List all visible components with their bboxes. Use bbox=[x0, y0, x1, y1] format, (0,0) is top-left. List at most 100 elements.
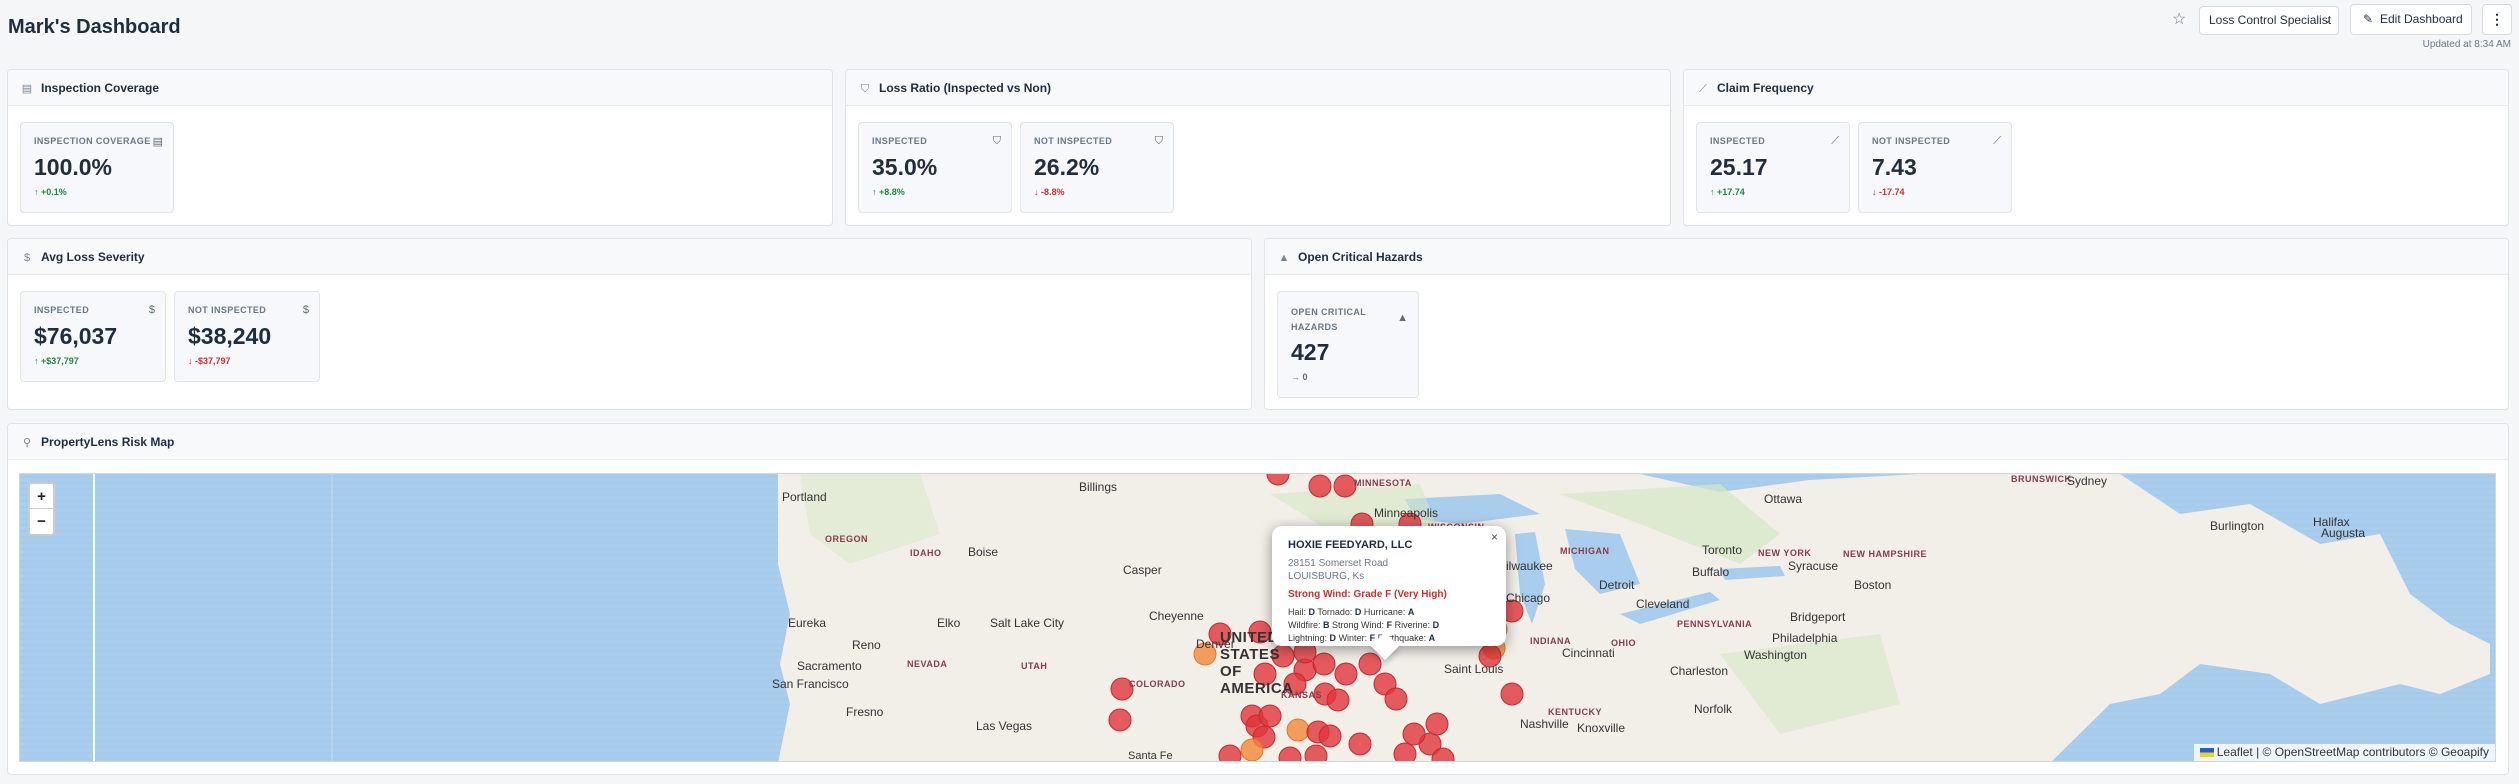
state-label: BRUNSWICK bbox=[2011, 474, 2072, 484]
risk-marker[interactable] bbox=[1286, 718, 1310, 742]
peril-label: Hail: bbox=[1288, 607, 1309, 617]
card-header: ▲ Open Critical Hazards bbox=[1265, 239, 2508, 275]
map-pin-icon: ⚲ bbox=[22, 437, 32, 449]
role-select[interactable]: Loss Control Specialist ⌄ bbox=[2199, 6, 2339, 35]
metric-label: INSPECTED bbox=[34, 305, 90, 315]
city-label: Buffalo bbox=[1692, 565, 1730, 579]
green-region-west bbox=[800, 474, 940, 564]
metric-delta: ↓ -8.8% bbox=[1034, 187, 1065, 197]
metric-tile[interactable]: INSPECTION COVERAGE ▤ 100.0% ↑ +0.1% bbox=[20, 122, 174, 213]
green-region-southeast bbox=[1720, 634, 1900, 734]
metric-label: NOT INSPECTED bbox=[188, 305, 267, 315]
city-label: Syracuse bbox=[1788, 559, 1839, 573]
inspection-coverage-card: ▤ Inspection Coverage INSPECTION COVERAGE… bbox=[7, 69, 833, 226]
risk-marker[interactable] bbox=[1253, 662, 1277, 686]
metric-label-line2: HAZARDS bbox=[1291, 322, 1338, 332]
card-title: Inspection Coverage bbox=[41, 81, 160, 95]
role-select-value: Loss Control Specialist bbox=[2209, 13, 2332, 27]
metric-value: 427 bbox=[1291, 339, 1330, 365]
risk-marker[interactable] bbox=[1312, 652, 1336, 676]
edit-icon: ✎ bbox=[2363, 12, 2374, 26]
risk-marker[interactable] bbox=[1193, 642, 1217, 666]
metric-tile[interactable]: OPEN CRITICAL HAZARDS ▲ 427 → 0 bbox=[1277, 291, 1419, 398]
zoom-out-button[interactable]: − bbox=[37, 513, 46, 530]
metric-label-line1: OPEN CRITICAL bbox=[1291, 307, 1367, 317]
risk-marker[interactable] bbox=[1110, 677, 1134, 701]
peril-grade: D bbox=[1308, 607, 1316, 617]
edit-dashboard-label: Edit Dashboard bbox=[2380, 12, 2463, 26]
city-label: Elko bbox=[937, 616, 961, 630]
popup-peril-row: Wildfire: B Strong Wind: F Riverine: D bbox=[1288, 619, 1490, 632]
city-label: Chicago bbox=[1506, 591, 1551, 605]
risk-marker[interactable] bbox=[1393, 742, 1417, 762]
state-label: OHIO bbox=[1611, 638, 1637, 648]
risk-marker[interactable] bbox=[1384, 687, 1408, 711]
metric-label: OPEN CRITICAL HAZARDS bbox=[1291, 305, 1366, 335]
metric-tile[interactable]: INSPECTED $ $76,037 ↑ +$37,797 bbox=[20, 291, 166, 382]
risk-marker[interactable] bbox=[1425, 712, 1449, 736]
metric-value: 7.43 bbox=[1872, 154, 1917, 180]
state-label: KENTUCKY bbox=[1548, 707, 1603, 717]
metric-label: NOT INSPECTED bbox=[1034, 136, 1113, 146]
risk-marker[interactable] bbox=[1348, 732, 1372, 756]
card-header: $ Avg Loss Severity bbox=[8, 239, 1251, 275]
risk-marker[interactable] bbox=[1308, 474, 1332, 498]
metric-delta: ↓ -17.74 bbox=[1872, 187, 1905, 197]
card-title: Loss Ratio (Inspected vs Non) bbox=[879, 81, 1052, 95]
property-popup: × HOXIE FEEDYARD, LLC 28151 Somerset Roa… bbox=[1272, 526, 1506, 661]
city-label: Knoxville bbox=[1577, 721, 1626, 735]
favorite-star-icon[interactable]: ☆ bbox=[2172, 11, 2187, 28]
risk-marker[interactable] bbox=[1304, 744, 1328, 762]
risk-marker[interactable] bbox=[1333, 474, 1357, 498]
city-label: Philadelphia bbox=[1772, 631, 1838, 645]
risk-marker[interactable] bbox=[1278, 746, 1302, 762]
more-options-button[interactable]: ⋮ bbox=[2482, 4, 2512, 35]
metric-tile[interactable]: INSPECTED ⛉ 35.0% ↑ +8.8% bbox=[858, 122, 1012, 213]
state-label: NEW YORK bbox=[1758, 548, 1812, 558]
lake-ontario bbox=[1720, 566, 1785, 580]
lake-huron bbox=[1565, 529, 1640, 594]
risk-marker[interactable] bbox=[1208, 622, 1232, 646]
risk-marker[interactable] bbox=[1326, 688, 1350, 712]
risk-marker[interactable] bbox=[1500, 682, 1524, 706]
popup-address: 28151 Somerset Road LOUISBURG, Ks bbox=[1288, 557, 1490, 583]
metric-label: NOT INSPECTED bbox=[1872, 136, 1951, 146]
risk-marker[interactable] bbox=[1402, 722, 1426, 746]
peril-label: Winter: bbox=[1338, 633, 1370, 643]
map-canvas[interactable] bbox=[20, 474, 2496, 762]
metric-tile[interactable]: NOT INSPECTED ⟋ 7.43 ↓ -17.74 bbox=[1858, 122, 2012, 213]
risk-marker[interactable] bbox=[1240, 738, 1264, 761]
risk-marker[interactable] bbox=[1334, 662, 1358, 686]
line-chart-icon: ⟋ bbox=[1993, 135, 2001, 147]
zoom-in-button[interactable]: + bbox=[30, 484, 53, 509]
risk-marker[interactable] bbox=[1218, 744, 1242, 762]
risk-marker[interactable] bbox=[1266, 474, 1290, 486]
city-label: Sydney bbox=[2067, 474, 2108, 488]
city-label: Saint Louis bbox=[1444, 662, 1504, 676]
dollar-icon: $ bbox=[23, 252, 31, 264]
green-region-east bbox=[1560, 484, 1780, 564]
card-title: PropertyLens Risk Map bbox=[41, 435, 175, 449]
ukraine-flag-icon bbox=[2199, 748, 2214, 758]
risk-marker[interactable] bbox=[1283, 672, 1307, 696]
risk-marker[interactable] bbox=[1431, 747, 1455, 762]
risk-marker[interactable] bbox=[1358, 652, 1382, 676]
metric-tile[interactable]: NOT INSPECTED $ $38,240 ↓ -$37,797 bbox=[174, 291, 320, 382]
risk-map[interactable]: + − Billings Portland Boise Casper Minne… bbox=[19, 473, 2496, 762]
state-label: PENNSYLVANIA bbox=[1677, 619, 1753, 629]
risk-marker[interactable] bbox=[1108, 708, 1132, 732]
city-label: Boise bbox=[968, 545, 999, 559]
risk-marker[interactable] bbox=[1258, 704, 1282, 728]
city-label: Bridgeport bbox=[1790, 610, 1846, 624]
metric-tile[interactable]: INSPECTED ⟋ 25.17 ↑ +17.74 bbox=[1696, 122, 1850, 213]
metric-tile[interactable]: NOT INSPECTED ⛉ 26.2% ↓ -8.8% bbox=[1020, 122, 1174, 213]
risk-marker[interactable] bbox=[1248, 620, 1272, 644]
card-title: Open Critical Hazards bbox=[1298, 250, 1423, 264]
risk-marker[interactable] bbox=[1318, 724, 1342, 748]
peril-grade: D bbox=[1432, 620, 1440, 630]
peril-grade: A bbox=[1407, 607, 1415, 617]
city-label: Minneapolis bbox=[1374, 506, 1439, 520]
popup-close-button[interactable]: × bbox=[1490, 530, 1498, 544]
edit-dashboard-button[interactable]: ✎ Edit Dashboard bbox=[2350, 4, 2472, 35]
leaflet-link[interactable]: Leaflet bbox=[2216, 745, 2253, 759]
